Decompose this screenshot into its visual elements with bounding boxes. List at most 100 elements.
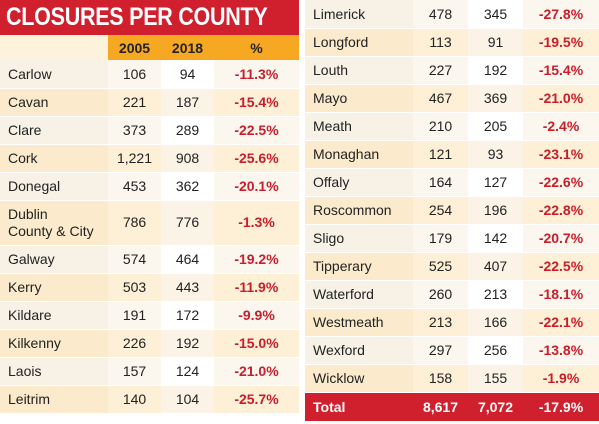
value-2005: 210 <box>413 112 468 141</box>
table-row: Limerick 478 345 -27.8% <box>305 0 599 29</box>
county-name: Wicklow <box>305 364 413 393</box>
value-2018: 407 <box>468 252 523 281</box>
percent-change: -22.5% <box>523 252 599 281</box>
value-2005: 179 <box>413 224 468 253</box>
table-row: Leitrim 140 104 -25.7% <box>0 385 299 414</box>
table-row: Louth 227 192 -15.4% <box>305 56 599 85</box>
table-row: Monaghan 121 93 -23.1% <box>305 140 599 169</box>
header-2018: 2018 <box>161 35 214 60</box>
percent-change: -22.5% <box>214 116 299 145</box>
value-2005: 254 <box>413 196 468 225</box>
value-2005: 121 <box>413 140 468 169</box>
value-2018: 776 <box>161 200 214 246</box>
value-2018: 172 <box>161 301 214 330</box>
total-2005: 8,617 <box>413 392 468 421</box>
percent-change: -21.0% <box>523 84 599 113</box>
county-name: Westmeath <box>305 308 413 337</box>
table-row: Donegal 453 362 -20.1% <box>0 172 299 201</box>
value-2018: 464 <box>161 245 214 274</box>
percent-change: -25.7% <box>214 385 299 414</box>
value-2018: 104 <box>161 385 214 414</box>
value-2005: 221 <box>108 88 161 117</box>
county-name-line1: Dublin <box>8 205 48 222</box>
percent-change: -11.9% <box>214 273 299 302</box>
value-2005: 574 <box>108 245 161 274</box>
table-row: Waterford 260 213 -18.1% <box>305 280 599 309</box>
table-row: Offaly 164 127 -22.6% <box>305 168 599 197</box>
value-2018: 213 <box>468 280 523 309</box>
table-row: Clare 373 289 -22.5% <box>0 116 299 145</box>
percent-change: -25.6% <box>214 144 299 173</box>
county-name: Offaly <box>305 168 413 197</box>
table-row: Meath 210 205 -2.4% <box>305 112 599 141</box>
percent-change: -2.4% <box>523 112 599 141</box>
value-2018: 187 <box>161 88 214 117</box>
county-name: Roscommon <box>305 196 413 225</box>
value-2018: 289 <box>161 116 214 145</box>
table-row: Dublin County & City 786 776 -1.3% <box>0 200 299 246</box>
county-name: Waterford <box>305 280 413 309</box>
percent-change: -15.0% <box>214 329 299 358</box>
county-name: Galway <box>0 245 108 274</box>
value-2018: 93 <box>468 140 523 169</box>
right-closures-table: Limerick 478 345 -27.8% Longford 113 91 -19.5% L… <box>305 0 599 421</box>
table-row: Cork 1,221 908 -25.6% <box>0 144 299 173</box>
value-2018: 205 <box>468 112 523 141</box>
value-2005: 140 <box>108 385 161 414</box>
value-2018: 369 <box>468 84 523 113</box>
value-2005: 106 <box>108 60 161 89</box>
percent-change: -27.8% <box>523 0 599 29</box>
county-name: Cavan <box>0 88 108 117</box>
value-2005: 226 <box>108 329 161 358</box>
value-2018: 443 <box>161 273 214 302</box>
county-name: Meath <box>305 112 413 141</box>
percent-change: -1.9% <box>523 364 599 393</box>
county-name: Sligo <box>305 224 413 253</box>
total-row: Total 8,617 7,072 -17.9% <box>305 392 599 421</box>
percent-change: -18.1% <box>523 280 599 309</box>
table-row: Cavan 221 187 -15.4% <box>0 88 299 117</box>
table-row: Roscommon 254 196 -22.8% <box>305 196 599 225</box>
value-2018: 196 <box>468 196 523 225</box>
percent-change: -11.3% <box>214 60 299 89</box>
county-name: Kildare <box>0 301 108 330</box>
table-row: Sligo 179 142 -20.7% <box>305 224 599 253</box>
table-row: Carlow 106 94 -11.3% <box>0 60 299 89</box>
county-name: Leitrim <box>0 385 108 414</box>
percent-change: -22.8% <box>523 196 599 225</box>
percent-change: -19.2% <box>214 245 299 274</box>
value-2005: 157 <box>108 357 161 386</box>
table-row: Kilkenny 226 192 -15.0% <box>0 329 299 358</box>
value-2005: 1,221 <box>108 144 161 173</box>
county-name: Monaghan <box>305 140 413 169</box>
value-2018: 124 <box>161 357 214 386</box>
value-2005: 191 <box>108 301 161 330</box>
county-name: Laois <box>0 357 108 386</box>
value-2018: 345 <box>468 0 523 29</box>
value-2005: 786 <box>108 200 161 246</box>
county-name: Cork <box>0 144 108 173</box>
value-2005: 373 <box>108 116 161 145</box>
table-row: Galway 574 464 -19.2% <box>0 245 299 274</box>
header-percent: % <box>214 35 299 60</box>
table-title-text: CLOSURES PER COUNTY <box>6 3 268 31</box>
value-2018: 142 <box>468 224 523 253</box>
value-2018: 192 <box>468 56 523 85</box>
value-2005: 113 <box>413 28 468 57</box>
county-name: Wexford <box>305 336 413 365</box>
total-label: Total <box>305 392 413 421</box>
percent-change: -21.0% <box>214 357 299 386</box>
value-2018: 362 <box>161 172 214 201</box>
percent-change: -23.1% <box>523 140 599 169</box>
table-row: Laois 157 124 -21.0% <box>0 357 299 386</box>
percent-change: -19.5% <box>523 28 599 57</box>
value-2018: 256 <box>468 336 523 365</box>
value-2018: 155 <box>468 364 523 393</box>
table-row: Kerry 503 443 -11.9% <box>0 273 299 302</box>
value-2018: 94 <box>161 60 214 89</box>
value-2018: 192 <box>161 329 214 358</box>
value-2018: 166 <box>468 308 523 337</box>
header-2005: 2005 <box>108 35 161 60</box>
table-row: Mayo 467 369 -21.0% <box>305 84 599 113</box>
left-closures-table: 2005 2018 % Carlow 106 94 -11.3% Cavan 221 187… <box>0 35 299 414</box>
